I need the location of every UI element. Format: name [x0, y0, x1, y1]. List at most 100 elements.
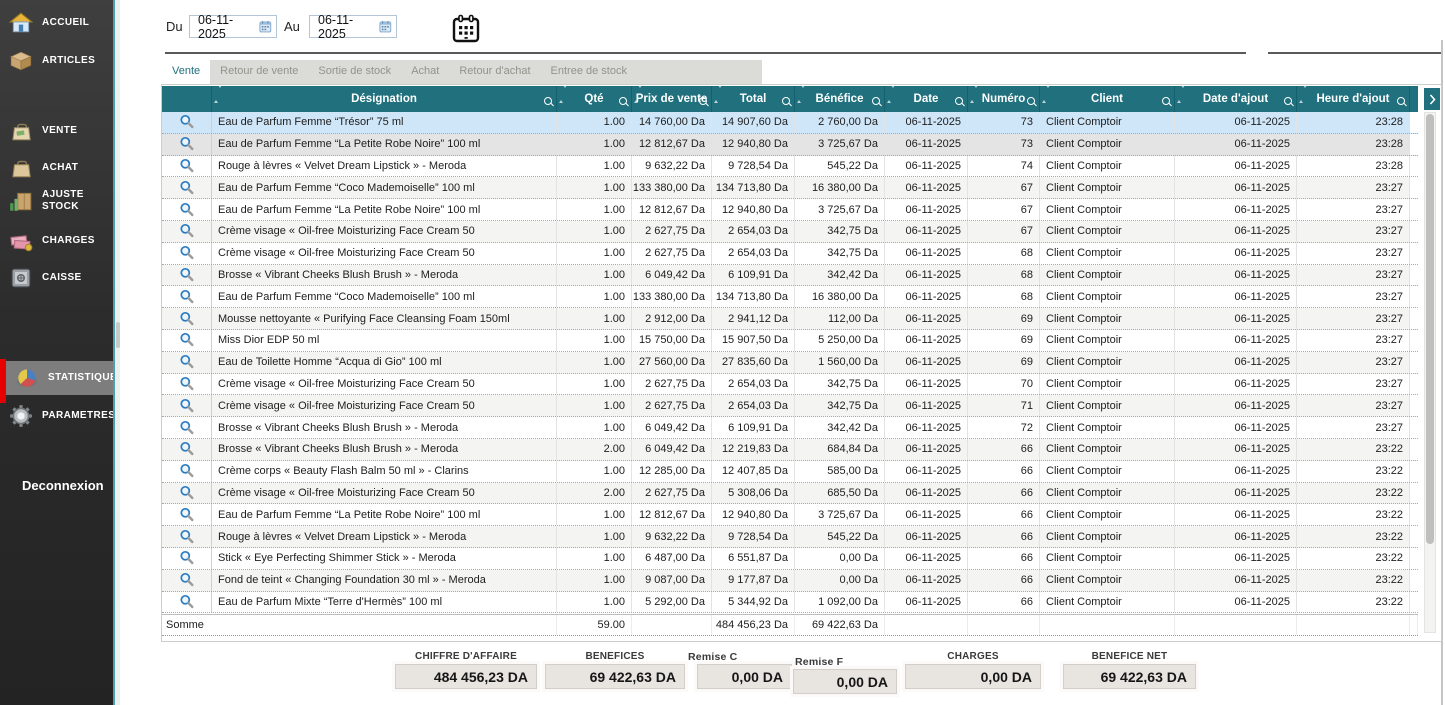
column-header-benefice[interactable]: Bénéfice: [795, 85, 885, 112]
cell-time-added: 23:27: [1297, 286, 1410, 308]
table-row[interactable]: Crème visage « Oil-free Moisturizing Fac…: [162, 220, 1418, 243]
table-row[interactable]: Crème corps « Beauty Flash Balm 50 ml » …: [162, 460, 1418, 483]
date-from-input[interactable]: 06-11-2025: [189, 13, 277, 41]
row-zoom-icon[interactable]: [162, 242, 212, 264]
filter-icon[interactable]: [1162, 97, 1170, 105]
sidebar-item-charges[interactable]: CHARGES: [0, 224, 113, 258]
table-row[interactable]: Brosse « Vibrant Cheeks Blush Brush » - …: [162, 417, 1418, 439]
tab-vente[interactable]: Vente: [162, 60, 211, 84]
table-row[interactable]: Eau de Parfum Femme “Coco Mademoiselle” …: [162, 177, 1418, 200]
date-picker-icon[interactable]: [379, 20, 392, 33]
table-row[interactable]: Crème visage « Oil-free Moisturizing Fac…: [162, 242, 1418, 265]
sidebar-splitter[interactable]: [113, 0, 120, 705]
column-header-numero[interactable]: Numéro: [968, 85, 1040, 112]
row-zoom-icon[interactable]: [162, 329, 212, 351]
column-header-date-dajout[interactable]: Date d'ajout: [1175, 85, 1297, 112]
row-zoom-icon[interactable]: [162, 308, 212, 329]
sidebar-item-ajuste-stock[interactable]: AJUSTE STOCK: [0, 184, 113, 218]
row-zoom-icon[interactable]: [162, 460, 212, 482]
table-row[interactable]: Eau de Parfum Femme “La Petite Robe Noir…: [162, 133, 1418, 156]
date-picker-icon[interactable]: [259, 20, 272, 33]
tab-sortie-de-stock[interactable]: Sortie de stock: [318, 65, 392, 77]
table-row[interactable]: Rouge à lèvres « Velvet Dream Lipstick »…: [162, 526, 1418, 548]
sidebar-item-parametres[interactable]: PARAMETRES: [0, 399, 115, 433]
column-header-qte[interactable]: Qté: [557, 85, 632, 112]
row-zoom-icon[interactable]: [162, 547, 212, 569]
filter-icon[interactable]: [1027, 97, 1035, 105]
filter-icon[interactable]: [619, 97, 627, 105]
column-header-designation[interactable]: Désignation: [212, 85, 557, 112]
column-header-prix-de-vente[interactable]: Prix de vente: [632, 85, 712, 112]
date-to-input[interactable]: 06-11-2025: [309, 13, 397, 41]
table-row[interactable]: Crème visage « Oil-free Moisturizing Fac…: [162, 373, 1418, 396]
row-zoom-icon[interactable]: [162, 177, 212, 199]
table-row[interactable]: Eau de Toilette Homme “Acqua di Gio” 100…: [162, 351, 1418, 374]
column-header-total[interactable]: Total: [712, 85, 795, 112]
filter-icon[interactable]: [1284, 97, 1292, 105]
column-header-client[interactable]: Client: [1040, 85, 1175, 112]
row-zoom-icon[interactable]: [162, 438, 212, 460]
table-row[interactable]: Eau de Parfum Femme “La Petite Robe Noir…: [162, 199, 1418, 221]
table-row[interactable]: Eau de Parfum Mixte “Terre d'Hermès” 100…: [162, 591, 1418, 614]
row-zoom-icon[interactable]: [162, 526, 212, 547]
table-row[interactable]: Rouge à lèvres « Velvet Dream Lipstick »…: [162, 155, 1418, 178]
table-row[interactable]: Stick « Eye Perfecting Shimmer Stick » -…: [162, 547, 1418, 570]
row-zoom-icon[interactable]: [162, 112, 212, 133]
cell-date-added: 06-11-2025: [1175, 373, 1297, 395]
table-row[interactable]: Mousse nettoyante « Purifying Face Clean…: [162, 308, 1418, 330]
row-zoom-icon[interactable]: [162, 220, 212, 242]
cell-number: 68: [968, 264, 1040, 286]
filter-icon[interactable]: [872, 97, 880, 105]
row-zoom-icon[interactable]: [162, 286, 212, 308]
filter-icon[interactable]: [699, 97, 707, 105]
sidebar-item-achat[interactable]: ACHAT: [0, 151, 113, 185]
scroll-columns-right-button[interactable]: [1424, 88, 1440, 110]
table-row[interactable]: Eau de Parfum Femme “Coco Mademoiselle” …: [162, 286, 1418, 309]
sidebar-item-caisse[interactable]: CAISSE: [0, 261, 113, 295]
tab-retour-de-vente[interactable]: Retour de vente: [220, 65, 299, 77]
table-row[interactable]: Eau de Parfum Femme “Trésor” 75 ml 1.00 …: [162, 112, 1418, 134]
table-row[interactable]: Fond de teint « Changing Foundation 30 m…: [162, 569, 1418, 592]
cell-date: 06-11-2025: [885, 569, 968, 591]
row-zoom-icon[interactable]: [162, 417, 212, 438]
sidebar-item-statistiques[interactable]: STATISTIQUES: [6, 361, 124, 395]
row-zoom-icon[interactable]: [162, 569, 212, 591]
splitter-handle[interactable]: [116, 322, 120, 348]
table-row[interactable]: Crème visage « Oil-free Moisturizing Fac…: [162, 482, 1418, 505]
filter-icon[interactable]: [955, 97, 963, 105]
scrollbar-thumb[interactable]: [1426, 114, 1434, 544]
tab-entree-de-stock[interactable]: Entree de stock: [550, 65, 627, 77]
charges-label: CHARGES: [947, 651, 999, 662]
row-zoom-icon[interactable]: [162, 395, 212, 417]
row-zoom-icon[interactable]: [162, 482, 212, 504]
row-zoom-icon[interactable]: [162, 373, 212, 395]
cell-designation: Rouge à lèvres « Velvet Dream Lipstick »…: [212, 526, 557, 547]
sidebar-item-vente[interactable]: VENTE: [0, 114, 113, 148]
row-zoom-icon[interactable]: [162, 133, 212, 155]
table-row[interactable]: Miss Dior EDP 50 ml 1.00 15 750,00 Da 15…: [162, 329, 1418, 352]
filter-icon[interactable]: [1397, 97, 1405, 105]
row-zoom-icon[interactable]: [162, 591, 212, 613]
sidebar-item-articles[interactable]: ARTICLES: [0, 44, 113, 78]
row-zoom-icon[interactable]: [162, 504, 212, 526]
table-row[interactable]: Brosse « Vibrant Cheeks Blush Brush » - …: [162, 438, 1418, 461]
column-header-zoom[interactable]: [162, 86, 212, 112]
table-row[interactable]: Brosse « Vibrant Cheeks Blush Brush » - …: [162, 264, 1418, 287]
cell-price: 2 912,00 Da: [632, 308, 712, 329]
logout-button[interactable]: Deconnexion: [22, 478, 104, 493]
column-header-heure-dajout[interactable]: Heure d'ajout: [1297, 85, 1410, 112]
calendar-button[interactable]: [451, 13, 481, 45]
row-zoom-icon[interactable]: [162, 351, 212, 373]
column-header-date[interactable]: Date: [885, 85, 968, 112]
cell-time-added: 23:27: [1297, 242, 1410, 264]
sidebar-item-accueil[interactable]: ACCUEIL: [0, 6, 113, 40]
filter-icon[interactable]: [544, 97, 552, 105]
filter-icon[interactable]: [782, 97, 790, 105]
row-zoom-icon[interactable]: [162, 155, 212, 177]
table-row[interactable]: Crème visage « Oil-free Moisturizing Fac…: [162, 395, 1418, 418]
tab-retour-dachat[interactable]: Retour d'achat: [459, 65, 531, 77]
table-row[interactable]: Eau de Parfum Femme “La Petite Robe Noir…: [162, 504, 1418, 527]
row-zoom-icon[interactable]: [162, 264, 212, 286]
row-zoom-icon[interactable]: [162, 199, 212, 220]
tab-achat[interactable]: Achat: [411, 65, 440, 77]
